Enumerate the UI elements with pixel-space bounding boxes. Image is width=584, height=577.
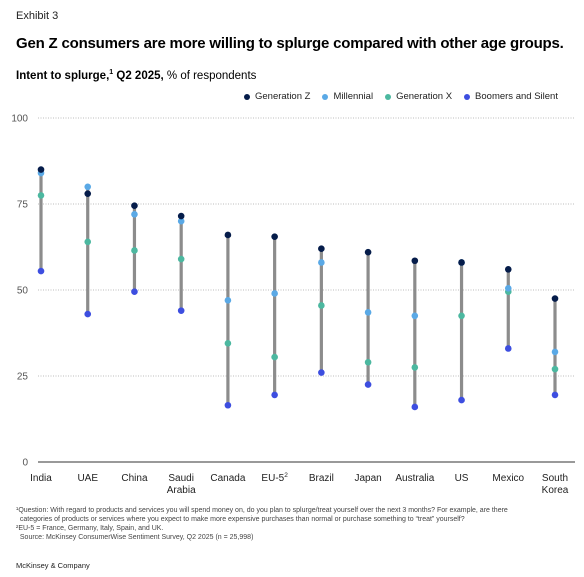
y-tick-label: 75 (17, 200, 29, 211)
data-point (37, 267, 45, 275)
x-tick-label: South (542, 473, 568, 484)
x-tick-label: Arabia (167, 485, 196, 496)
footnote-line: ²EU-5 = France, Germany, Italy, Spain, a… (16, 525, 164, 532)
data-point (131, 211, 138, 218)
data-point (84, 238, 92, 246)
x-tick-label: China (121, 473, 148, 484)
x-tick-label: Korea (542, 485, 569, 496)
data-point (84, 190, 92, 197)
data-point (131, 202, 138, 210)
data-point (364, 358, 372, 366)
legend-dot-icon (322, 93, 329, 100)
data-point (224, 401, 232, 409)
data-point (37, 192, 45, 199)
x-tick-label: Saudi (168, 473, 194, 484)
x-tick-label: Japan (354, 473, 381, 484)
legend-item-millennial: Millennial (322, 91, 373, 102)
legend-item-gen-z: Generation Z (244, 91, 310, 102)
data-point (177, 217, 185, 225)
data-point (271, 353, 278, 361)
y-tick-label: 25 (17, 372, 29, 383)
footnote-line: ¹Question: With regard to products and s… (16, 507, 508, 514)
x-tick-label: US (455, 473, 469, 484)
data-point (551, 391, 559, 399)
brand-label: McKinsey & Company (16, 561, 90, 570)
data-point (318, 259, 325, 266)
data-point (224, 297, 232, 304)
subtitle-bold: Intent to splurge, (16, 69, 110, 82)
data-point (37, 166, 45, 173)
x-tick-label: India (30, 473, 52, 484)
chart-subtitle: Intent to splurge,1 Q2 2025, % of respon… (16, 69, 256, 82)
data-point (177, 307, 185, 314)
data-point (364, 381, 372, 388)
data-point (131, 247, 138, 254)
data-point (271, 391, 278, 399)
data-point (224, 340, 232, 347)
x-tick-label: EU-52 (261, 472, 288, 484)
footnote-line: categories of products or services where… (16, 516, 465, 523)
data-point (551, 365, 559, 373)
data-point (364, 309, 372, 316)
data-point (458, 259, 465, 266)
x-tick-label: Brazil (309, 473, 334, 484)
data-point (131, 288, 138, 296)
data-point (411, 364, 419, 371)
data-point (504, 345, 512, 352)
x-tick-label: UAE (77, 473, 98, 484)
data-point (318, 369, 325, 376)
y-tick-label: 50 (17, 286, 29, 297)
legend-label: Millennial (333, 91, 374, 102)
chart-legend: Generation Z Millennial Generation X Boo… (244, 91, 558, 102)
data-point (504, 284, 512, 292)
data-point (271, 233, 278, 240)
legend-dot-icon (385, 93, 392, 100)
y-tick-label: 0 (22, 458, 28, 469)
data-point (224, 231, 232, 239)
x-tick-label: Canada (210, 473, 245, 484)
legend-dot-icon (464, 93, 471, 100)
data-point (411, 257, 419, 265)
data-point (84, 310, 92, 318)
x-tick-label: Mexico (492, 473, 524, 484)
legend-label: Boomers and Silent (475, 91, 558, 102)
legend-dot-icon (244, 93, 250, 100)
data-point (318, 302, 325, 309)
x-tick-label: Australia (395, 473, 434, 484)
chart-title: Gen Z consumers are more willing to splu… (16, 35, 564, 52)
y-tick-label: 100 (11, 114, 28, 125)
legend-label: Generation X (396, 91, 453, 102)
data-point (84, 183, 92, 191)
footnotes: ¹Question: With regard to products and s… (16, 506, 568, 542)
subtitle-footnote-marker: 1 (109, 69, 114, 76)
data-point (411, 403, 419, 411)
data-point (458, 312, 465, 320)
data-point (271, 290, 278, 297)
legend-item-boomers: Boomers and Silent (464, 91, 558, 102)
data-point (177, 255, 185, 263)
data-point (504, 266, 512, 273)
data-point (177, 212, 185, 220)
footnote-line: Source: McKinsey ConsumerWise Sentiment … (16, 534, 254, 541)
subtitle-unit: % of respondents (163, 69, 257, 82)
legend-item-gen-x: Generation X (385, 91, 452, 102)
data-point (458, 396, 465, 404)
data-point (411, 312, 419, 320)
data-point (364, 248, 372, 256)
data-point (318, 245, 325, 253)
subtitle-period: Q2 2025, (113, 69, 164, 82)
legend-label: Generation Z (255, 91, 311, 102)
data-point (551, 348, 559, 356)
exhibit-label: Exhibit 3 (16, 10, 59, 22)
data-point (551, 295, 559, 302)
